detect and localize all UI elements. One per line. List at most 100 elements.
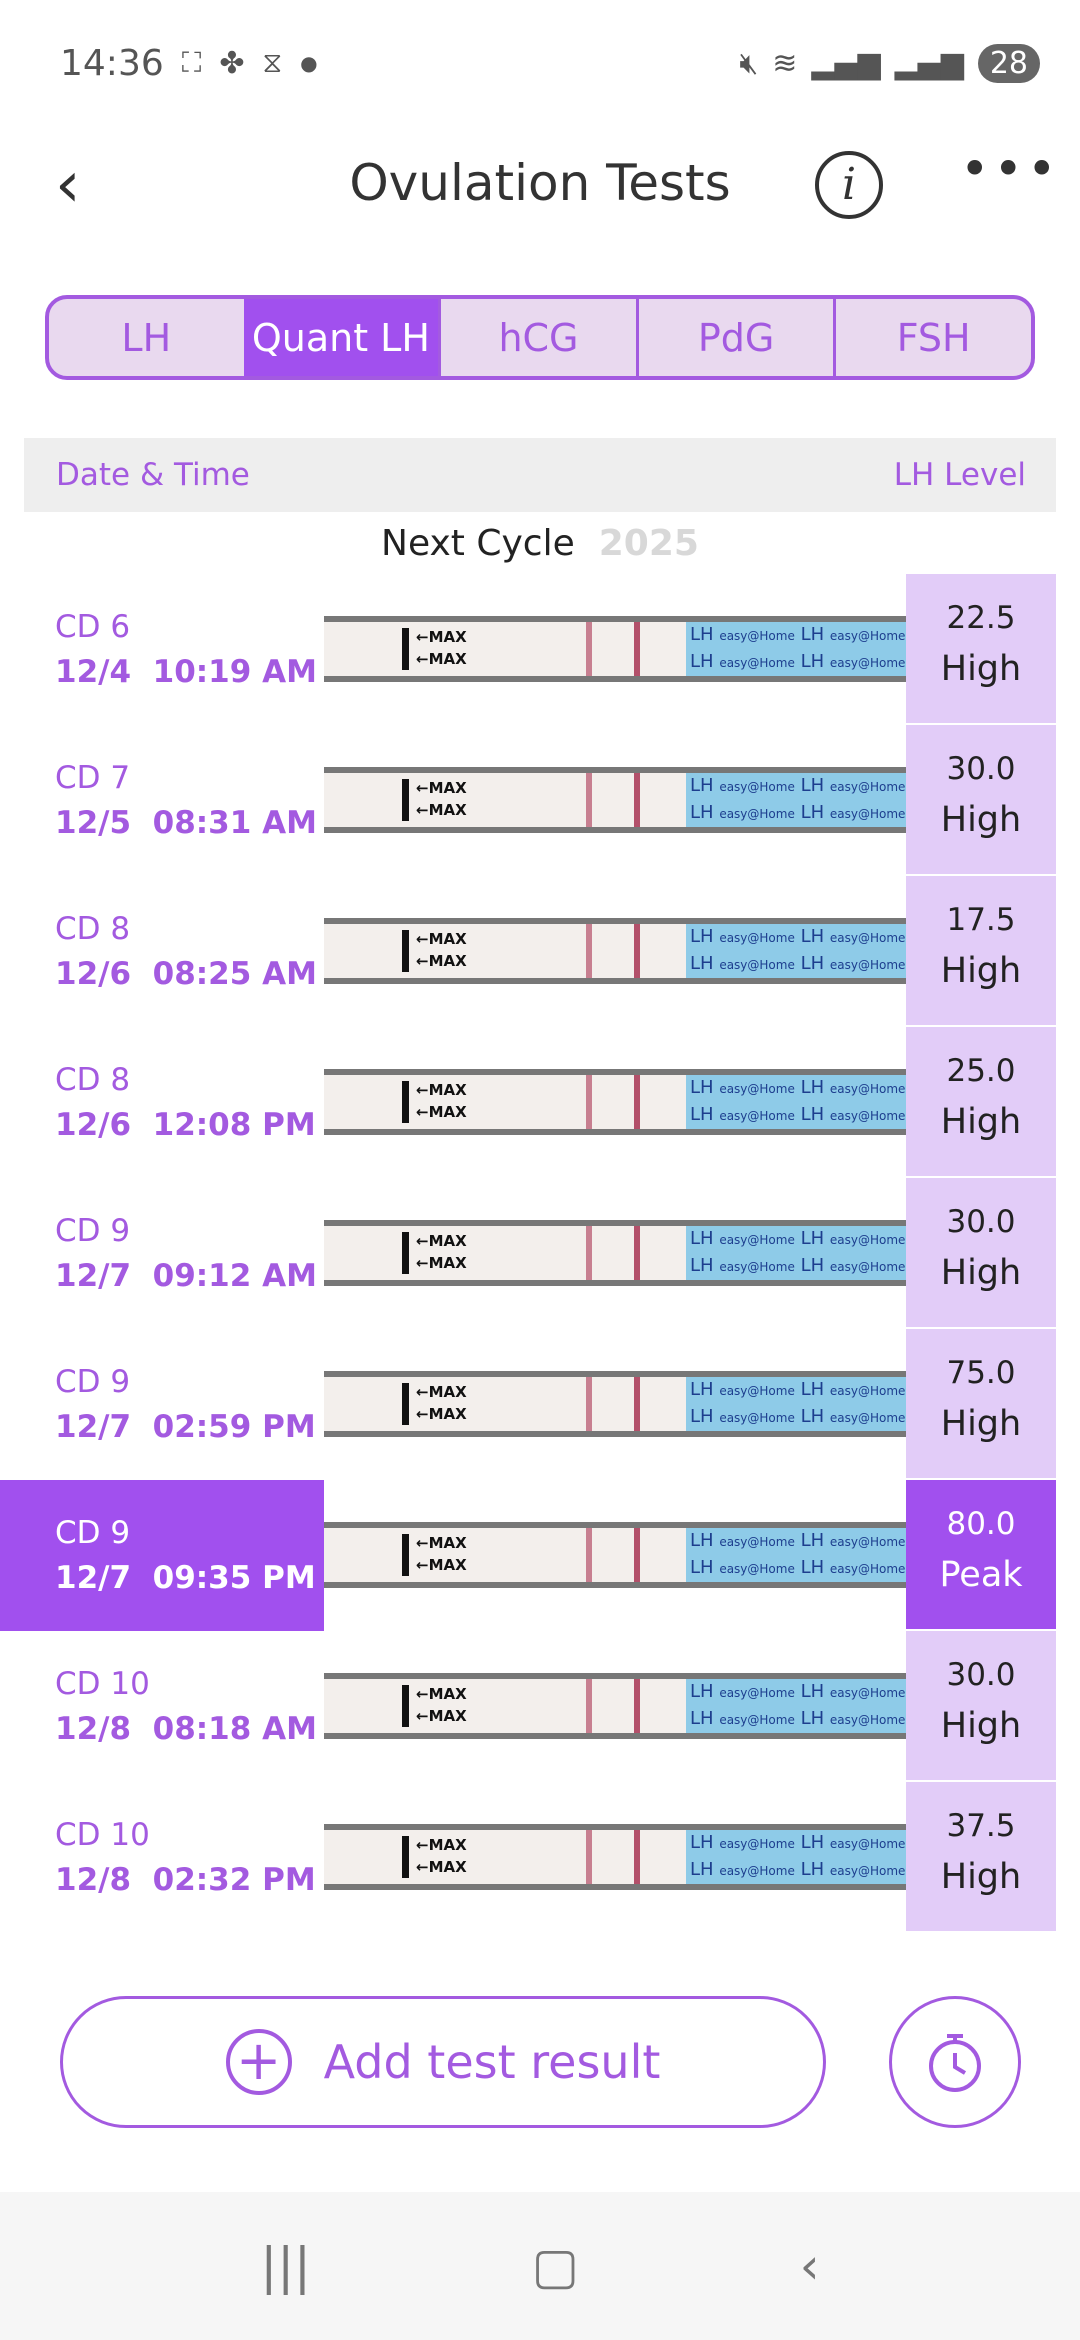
row-date: 12/8 [55, 1711, 132, 1747]
table-row[interactable]: CD 10 12/8 08:18 AM ←MAX ←MAX LH easy@Ho… [0, 1631, 1080, 1782]
strip-lh-text: LH [800, 1379, 825, 1400]
cycle-day: CD 6 [55, 609, 131, 645]
strip-brand-text: easy@Home [719, 1837, 795, 1851]
strip-test-line [586, 1679, 592, 1733]
strip-brand-text: easy@Home [829, 931, 906, 945]
row-time: 08:25 AM [152, 956, 317, 992]
table-row[interactable]: CD 7 12/5 08:31 AM ←MAX ←MAX LH easy@Hom… [0, 725, 1080, 876]
lh-level-cell: 17.5 High [906, 876, 1056, 1027]
lh-status: High [940, 800, 1022, 840]
strip-control-line [634, 1679, 640, 1733]
tab-fsh[interactable]: FSH [833, 299, 1031, 376]
test-strip-photo[interactable]: ←MAX ←MAX LH easy@Home LH easy@Home LH e… [324, 767, 906, 833]
status-time: 14:36 [60, 42, 164, 84]
strip-test-line [586, 1377, 592, 1431]
table-row[interactable]: CD 6 12/4 10:19 AM ←MAX ←MAX LH easy@Hom… [0, 574, 1080, 725]
lh-level-cell: 37.5 High [906, 1782, 1056, 1933]
strip-lh-text: LH [690, 1681, 714, 1702]
strip-handle: LH easy@Home LH easy@Home LH easy@Home L… [686, 773, 906, 827]
strip-lh-text: LH [800, 1104, 825, 1125]
test-strip-photo[interactable]: ←MAX ←MAX LH easy@Home LH easy@Home LH e… [324, 1824, 906, 1890]
strip-control-line [634, 1377, 640, 1431]
row-date-cell: CD 7 12/5 08:31 AM [0, 725, 324, 876]
row-date: 12/7 [55, 1258, 132, 1294]
lh-value: 75.0 [946, 1355, 1016, 1391]
table-row[interactable]: CD 10 12/8 02:32 PM ←MAX ←MAX LH easy@Ho… [0, 1782, 1080, 1933]
chevron-left-icon[interactable]: ‹ [55, 148, 81, 222]
test-strip-photo[interactable]: ←MAX ←MAX LH easy@Home LH easy@Home LH e… [324, 1220, 906, 1286]
test-strip-photo[interactable]: ←MAX ←MAX LH easy@Home LH easy@Home LH e… [324, 1371, 906, 1437]
lh-status: High [940, 1857, 1022, 1897]
timer-icon: ⧖ [262, 46, 283, 79]
table-row[interactable]: CD 8 12/6 08:25 AM ←MAX ←MAX LH easy@Hom… [0, 876, 1080, 1027]
screenshot-icon: ⛶ [181, 46, 202, 79]
test-strip-photo[interactable]: ←MAX ←MAX LH easy@Home LH easy@Home LH e… [324, 1522, 906, 1588]
cycle-day: CD 9 [55, 1515, 131, 1551]
strip-lh-text: LH [690, 1379, 714, 1400]
strip-max-label: ←MAX [416, 1254, 467, 1272]
add-test-result-button[interactable]: + Add test result [60, 1996, 826, 2128]
test-strip-photo[interactable]: ←MAX ←MAX LH easy@Home LH easy@Home LH e… [324, 1673, 906, 1739]
row-datetime: 12/5 08:31 AM [55, 799, 324, 847]
row-date: 12/7 [55, 1560, 132, 1596]
row-date: 12/6 [55, 956, 132, 992]
table-row[interactable]: CD 9 12/7 02:59 PM ←MAX ←MAX LH easy@Hom… [0, 1329, 1080, 1480]
strip-brand-text: easy@Home [829, 1562, 906, 1576]
table-row[interactable]: CD 9 12/7 09:12 AM ←MAX ←MAX LH easy@Hom… [0, 1178, 1080, 1329]
row-datetime: 12/7 09:35 PM [55, 1554, 324, 1602]
strip-lh-text: LH [690, 1530, 714, 1551]
strip-brand-text: easy@Home [829, 1411, 906, 1425]
lh-level-cell: 22.5 High [906, 574, 1056, 725]
cycle-day: CD 8 [55, 911, 131, 947]
strip-control-line [634, 1528, 640, 1582]
lh-value: 17.5 [946, 902, 1016, 938]
cycle-day: CD 9 [55, 1364, 131, 1400]
test-strip-photo[interactable]: ←MAX ←MAX LH easy@Home LH easy@Home LH e… [324, 1069, 906, 1135]
strip-control-line [634, 1075, 640, 1129]
strip-handle: LH easy@Home LH easy@Home LH easy@Home L… [686, 1528, 906, 1582]
strip-handle: LH easy@Home LH easy@Home LH easy@Home L… [686, 924, 906, 978]
table-row[interactable]: CD 8 12/6 12:08 PM ←MAX ←MAX LH easy@Hom… [0, 1027, 1080, 1178]
strip-brand-text: easy@Home [719, 1082, 795, 1096]
strip-brand-text: easy@Home [719, 1713, 795, 1727]
strip-max-label: ←MAX [416, 930, 467, 948]
battery-indicator: 28 [977, 43, 1040, 83]
row-datetime: 12/4 10:19 AM [55, 648, 324, 696]
column-lh-level: LH Level [893, 457, 1026, 493]
tab-lh[interactable]: LH [121, 315, 172, 360]
test-strip: ←MAX ←MAX LH easy@Home LH easy@Home LH e… [324, 1679, 906, 1733]
tab-pdg[interactable]: PdG [635, 299, 834, 376]
more-horizontal-icon[interactable]: ••• [960, 140, 1061, 198]
row-time: 12:08 PM [152, 1107, 316, 1143]
strip-brand-text: easy@Home [829, 958, 906, 972]
plus-circle-icon: + [225, 2029, 292, 2095]
section-label-text: Next Cycle [381, 522, 575, 564]
info-icon[interactable]: i [815, 151, 883, 219]
test-strip: ←MAX ←MAX LH easy@Home LH easy@Home LH e… [324, 924, 906, 978]
strip-brand-text: easy@Home [829, 1109, 906, 1123]
strip-lh-text: LH [800, 1228, 825, 1249]
strip-lh-text: LH [690, 1859, 714, 1880]
back-icon[interactable]: ‹ [799, 2237, 820, 2295]
row-time: 08:18 AM [152, 1711, 317, 1747]
strip-brand-text: easy@Home [719, 1384, 795, 1398]
stopwatch-button[interactable] [889, 1996, 1021, 2128]
tab-hcg[interactable]: hCG [438, 299, 636, 376]
strip-max-label: ←MAX [416, 1556, 467, 1574]
tab-quant-lh[interactable]: Quant LH [243, 299, 439, 376]
home-icon[interactable]: ▢ [531, 2237, 579, 2295]
test-strip-photo[interactable]: ←MAX ←MAX LH easy@Home LH easy@Home LH e… [324, 616, 906, 682]
cycle-day: CD 10 [55, 1817, 150, 1853]
strip-brand-text: easy@Home [719, 958, 795, 972]
strip-lh-text: LH [690, 1557, 714, 1578]
recent-apps-icon[interactable]: ||| [260, 2237, 311, 2295]
test-strip-photo[interactable]: ←MAX ←MAX LH easy@Home LH easy@Home LH e… [324, 918, 906, 984]
row-datetime: 12/6 08:25 AM [55, 950, 324, 998]
strip-brand-text: easy@Home [719, 1864, 795, 1878]
table-row[interactable]: CD 9 12/7 09:35 PM ←MAX ←MAX LH easy@Hom… [0, 1480, 1080, 1631]
strip-brand-text: easy@Home [829, 656, 906, 670]
lh-level-cell: 75.0 High [906, 1329, 1056, 1480]
strip-control-line [634, 1830, 640, 1884]
row-datetime: 12/8 08:18 AM [55, 1705, 324, 1753]
strip-control-line [634, 773, 640, 827]
